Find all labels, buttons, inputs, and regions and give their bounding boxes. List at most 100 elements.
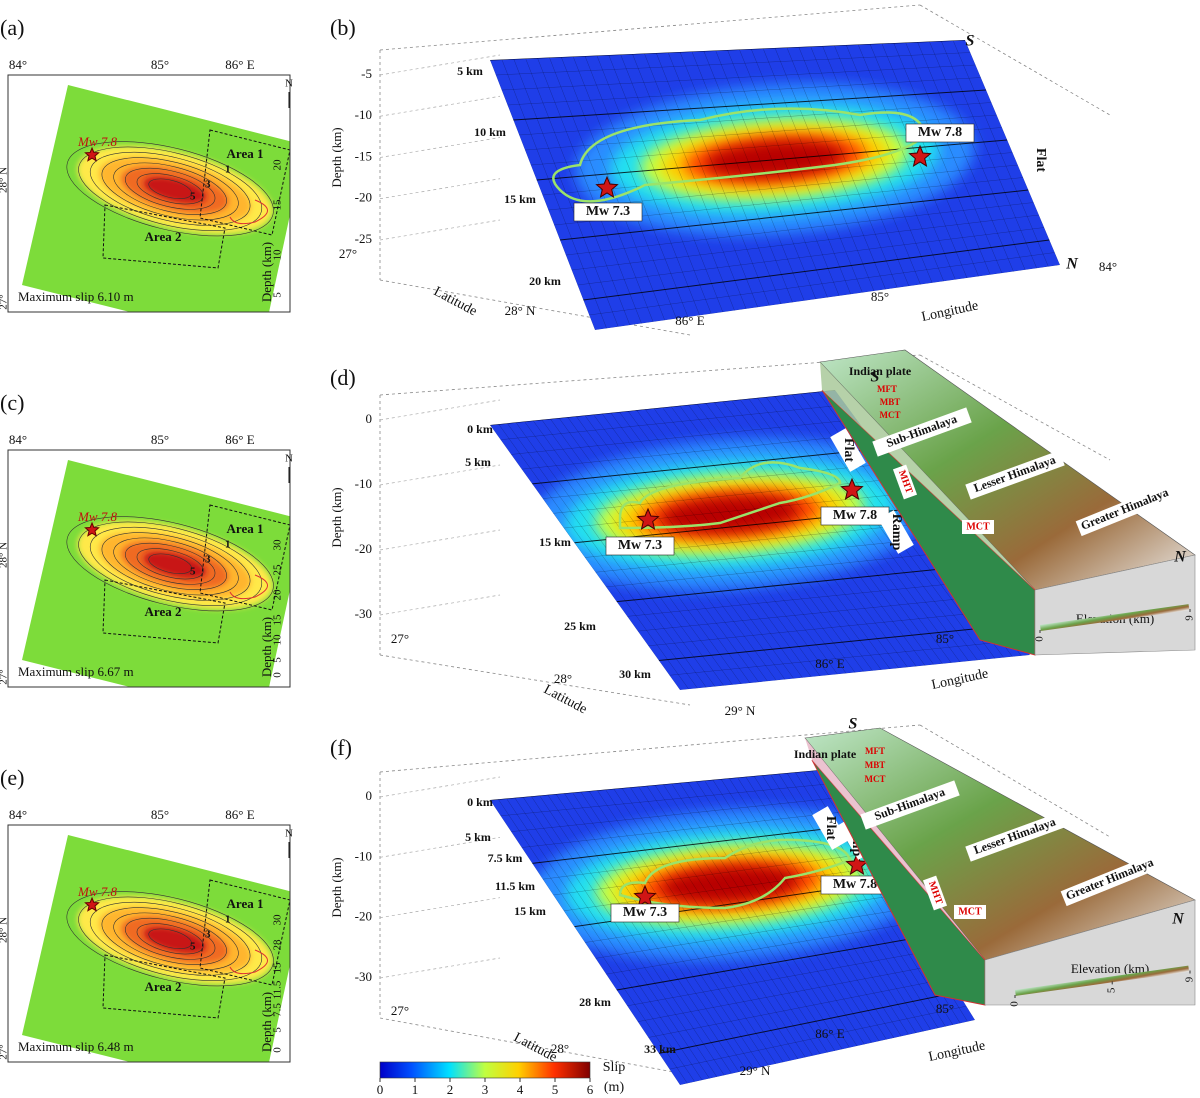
label-box <box>812 806 848 850</box>
mesh-line <box>511 797 838 832</box>
depth-tick: 15 <box>272 962 284 974</box>
depth-tick: 25 <box>272 564 284 576</box>
area-box <box>102 579 226 644</box>
lat-tick: 28° N <box>505 303 536 318</box>
mesh-line <box>762 775 924 1032</box>
contour <box>101 532 239 596</box>
elevation-bar <box>1015 965 1190 996</box>
panel-label: (e) <box>0 765 24 790</box>
mesh-line <box>881 43 979 277</box>
mesh-line <box>564 793 747 1071</box>
mesh-line <box>584 55 689 318</box>
epicenter-star <box>84 521 100 537</box>
depth-label: 11.5 km <box>495 879 535 893</box>
epicenter-label: Mw 7.8 <box>77 884 118 899</box>
mesh-line <box>893 42 991 275</box>
mesh-line <box>705 402 899 669</box>
contour <box>89 901 251 976</box>
y-tick-label: -10 <box>355 476 372 491</box>
depth-axis-label: Depth (km) <box>259 992 274 1052</box>
rupture-outline <box>229 949 268 975</box>
area-label: Area 2 <box>145 979 182 994</box>
strike-end: N <box>1171 911 1185 928</box>
mesh-line <box>514 797 703 1081</box>
mesh-line <box>646 785 821 1055</box>
area-label: Area 1 <box>227 896 264 911</box>
colorbar-tick-label: 0 <box>377 1082 384 1097</box>
area-box <box>102 204 226 269</box>
segment-label: Flat <box>823 816 838 840</box>
mesh-line <box>498 799 688 1084</box>
contour <box>125 167 216 210</box>
label-box <box>872 407 972 457</box>
mesh-line <box>553 853 872 896</box>
contour <box>136 548 204 580</box>
label-box <box>965 812 1065 862</box>
contour-label: 1 <box>225 539 231 551</box>
mesh-line <box>757 397 952 664</box>
label-box <box>954 905 986 919</box>
elevation-bar <box>1040 604 1190 631</box>
label-box <box>905 123 975 143</box>
mesh-line <box>704 780 872 1043</box>
colorbar-label: (m) <box>604 1080 625 1095</box>
mesh-line <box>498 423 689 690</box>
depth-label: 30 km <box>619 667 651 681</box>
lon-tick: 84° <box>9 57 27 72</box>
y-tick-label: 0 <box>366 411 373 426</box>
contour <box>136 923 204 955</box>
mesh-line <box>605 789 784 1063</box>
lon-tick: 86° E <box>815 656 844 671</box>
mesh-line <box>572 792 754 1069</box>
y-axis-label: Depth (km) <box>329 857 344 917</box>
mesh-line <box>593 414 786 680</box>
mesh-line <box>506 798 695 1082</box>
lat-tick: 28° N <box>0 542 10 568</box>
area-box <box>199 129 290 236</box>
mesh-line <box>714 402 908 668</box>
rupture-outline <box>618 838 852 910</box>
contour-label: 5 <box>190 191 196 203</box>
mesh-line <box>654 784 828 1053</box>
lat-tick: 29° N <box>725 703 756 718</box>
lat-tick: 28° N <box>0 167 10 193</box>
mesh-line <box>630 787 806 1058</box>
mesh-line <box>645 409 838 675</box>
mesh-line <box>495 52 971 76</box>
segment-label: Flat <box>841 438 856 462</box>
mesh-line <box>941 40 1037 269</box>
hypocenter-star <box>595 175 619 198</box>
panel-label: (a) <box>0 15 24 40</box>
box-edge <box>379 4 921 51</box>
mesh-line <box>712 779 880 1042</box>
mesh-line <box>532 825 855 864</box>
mesh-line <box>597 790 777 1065</box>
contour-label: 5 <box>190 941 196 953</box>
depth-tick: 10 <box>272 634 284 646</box>
label-box <box>962 520 994 534</box>
mesh-line <box>500 783 829 817</box>
mesh-line <box>679 405 873 671</box>
max-slip: Maximum slip 6.67 m <box>18 664 134 679</box>
mesh-line <box>737 777 902 1037</box>
segment-label: Ramp <box>889 514 904 551</box>
box-edge <box>919 724 1111 838</box>
mesh-line <box>572 56 677 319</box>
mesh-line <box>731 400 926 666</box>
mesh-line <box>696 781 865 1045</box>
depth-label: 15 km <box>514 904 546 918</box>
strike-end: N <box>1173 549 1187 566</box>
mesh-line <box>834 45 933 283</box>
depth-label: 15 km <box>539 535 571 549</box>
mesh-line <box>745 776 909 1035</box>
label-box <box>1075 483 1175 537</box>
elevation-tick-label: 5 <box>1106 987 1118 993</box>
plate-label: Indian plate <box>794 747 857 761</box>
mesh-line <box>507 77 981 106</box>
mesh-line <box>687 781 858 1047</box>
mesh-line <box>542 463 890 499</box>
mesh-line <box>539 795 725 1076</box>
mesh-line <box>490 59 596 330</box>
mesh-line <box>846 44 944 282</box>
label-box <box>965 450 1065 500</box>
